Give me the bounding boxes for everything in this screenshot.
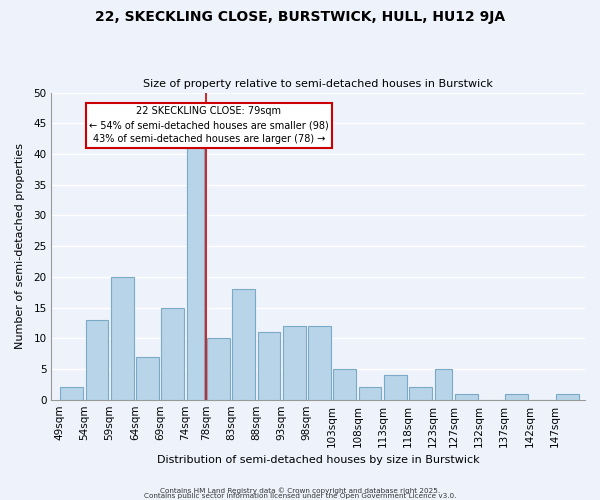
Text: Contains public sector information licensed under the Open Government Licence v3: Contains public sector information licen… <box>144 493 456 499</box>
Bar <box>136 356 159 400</box>
Text: Contains HM Land Registry data © Crown copyright and database right 2025.: Contains HM Land Registry data © Crown c… <box>160 487 440 494</box>
Bar <box>556 394 578 400</box>
Bar <box>161 308 184 400</box>
Bar <box>60 388 83 400</box>
Bar <box>455 394 478 400</box>
Bar <box>207 338 230 400</box>
Bar <box>232 289 255 400</box>
Text: 22 SKECKLING CLOSE: 79sqm
← 54% of semi-detached houses are smaller (98)
43% of : 22 SKECKLING CLOSE: 79sqm ← 54% of semi-… <box>89 106 329 144</box>
Bar <box>86 320 109 400</box>
X-axis label: Distribution of semi-detached houses by size in Burstwick: Distribution of semi-detached houses by … <box>157 455 479 465</box>
Bar <box>359 388 382 400</box>
Bar <box>111 277 134 400</box>
Bar <box>334 369 356 400</box>
Bar <box>434 369 452 400</box>
Title: Size of property relative to semi-detached houses in Burstwick: Size of property relative to semi-detach… <box>143 79 493 89</box>
Bar <box>257 332 280 400</box>
Bar <box>283 326 305 400</box>
Bar <box>409 388 432 400</box>
Y-axis label: Number of semi-detached properties: Number of semi-detached properties <box>15 143 25 349</box>
Text: 22, SKECKLING CLOSE, BURSTWICK, HULL, HU12 9JA: 22, SKECKLING CLOSE, BURSTWICK, HULL, HU… <box>95 10 505 24</box>
Bar <box>505 394 528 400</box>
Bar <box>384 375 407 400</box>
Bar <box>187 148 205 400</box>
Bar <box>308 326 331 400</box>
